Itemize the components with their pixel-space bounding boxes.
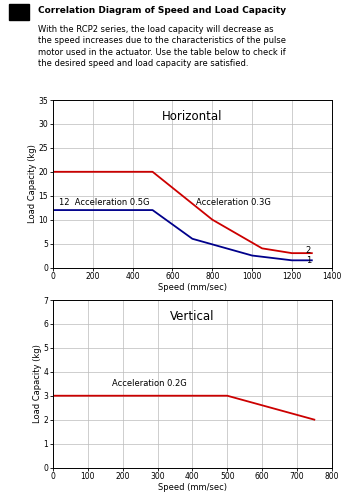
- Text: Acceleration 0.2G: Acceleration 0.2G: [112, 379, 187, 388]
- Y-axis label: Load Capacity (kg): Load Capacity (kg): [28, 144, 37, 223]
- Text: 1: 1: [306, 256, 311, 265]
- Text: With the RCP2 series, the load capacity will decrease as
the speed increases due: With the RCP2 series, the load capacity …: [38, 25, 286, 68]
- X-axis label: Speed (mm/sec): Speed (mm/sec): [158, 483, 227, 492]
- Bar: [9, 4, 29, 20]
- Text: 2: 2: [306, 246, 311, 255]
- X-axis label: Speed (mm/sec): Speed (mm/sec): [158, 283, 227, 292]
- Text: 12  Acceleration 0.5G: 12 Acceleration 0.5G: [59, 198, 149, 207]
- Text: Vertical: Vertical: [170, 310, 215, 323]
- Text: Correlation Diagram of Speed and Load Capacity: Correlation Diagram of Speed and Load Ca…: [38, 6, 286, 15]
- Text: Acceleration 0.3G: Acceleration 0.3G: [196, 198, 271, 207]
- Text: Horizontal: Horizontal: [162, 110, 223, 123]
- Y-axis label: Load Capacity (kg): Load Capacity (kg): [33, 344, 42, 423]
